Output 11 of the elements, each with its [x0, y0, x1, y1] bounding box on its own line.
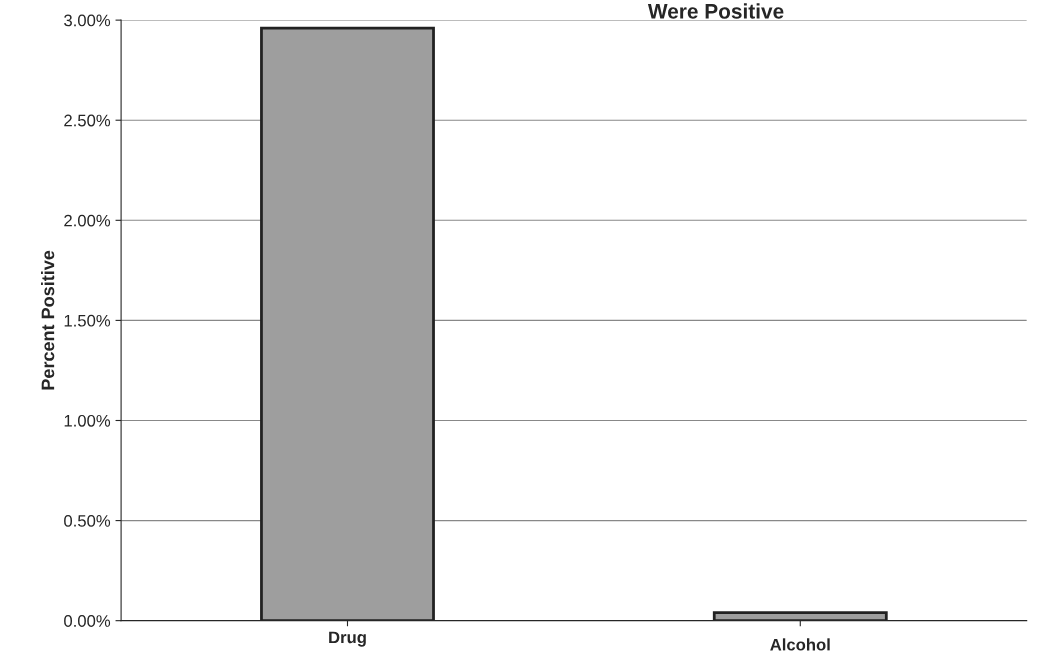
y-tick-label: 1.50% — [64, 314, 111, 327]
y-tick-label: 3.00% — [64, 14, 111, 27]
y-tick-label: 0.00% — [64, 615, 111, 627]
y-axis-title: Percent Positive — [41, 250, 55, 390]
y-tick-label: 2.00% — [64, 214, 111, 227]
y-tick-label: 2.50% — [64, 114, 111, 127]
y-tick-label: 1.00% — [64, 414, 111, 427]
y-tick-label: 0.50% — [64, 514, 111, 527]
x-tick-label: Alcohol — [770, 638, 830, 651]
chart-title: Were Positive — [647, 3, 784, 19]
x-tick-label: Drug — [329, 631, 366, 647]
